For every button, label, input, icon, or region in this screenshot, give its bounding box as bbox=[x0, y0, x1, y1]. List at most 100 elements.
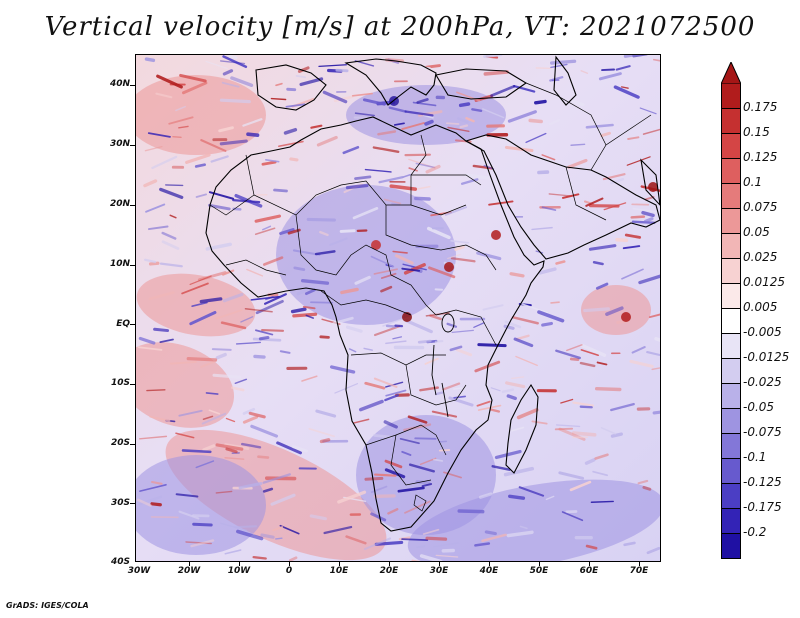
colorbar bbox=[721, 62, 741, 559]
velocity-streak bbox=[234, 378, 248, 385]
velocity-streak bbox=[477, 343, 507, 348]
velocity-streak bbox=[250, 295, 280, 301]
velocity-streak bbox=[425, 164, 441, 174]
velocity-streak bbox=[279, 524, 300, 535]
velocity-streak bbox=[590, 500, 614, 504]
velocity-streak bbox=[279, 350, 291, 354]
velocity-streak bbox=[579, 361, 596, 368]
velocity-streak bbox=[202, 415, 214, 420]
velocity-streak bbox=[270, 493, 296, 506]
velocity-streak bbox=[146, 389, 166, 392]
velocity-streak bbox=[392, 336, 402, 340]
velocity-streak bbox=[407, 415, 428, 424]
velocity-streak bbox=[482, 108, 505, 119]
velocity-streak bbox=[399, 437, 420, 445]
velocity-streak bbox=[594, 386, 622, 392]
madagascar-coastline bbox=[505, 383, 539, 474]
velocity-streak bbox=[148, 225, 169, 231]
velocity-streak bbox=[264, 293, 287, 305]
velocity-streak bbox=[518, 486, 545, 497]
velocity-streak bbox=[231, 386, 245, 392]
vertical-velocity-field bbox=[136, 55, 660, 561]
velocity-streak bbox=[195, 460, 215, 469]
velocity-streak bbox=[301, 375, 318, 382]
velocity-streak bbox=[646, 546, 660, 555]
velocity-streak bbox=[421, 483, 433, 488]
colorbar-label: -0.175 bbox=[743, 500, 782, 514]
velocity-streak bbox=[138, 495, 163, 506]
velocity-streak bbox=[181, 282, 209, 295]
velocity-streak bbox=[345, 325, 363, 333]
velocity-streak bbox=[192, 522, 213, 527]
colorbar-swatch bbox=[721, 459, 741, 484]
lakes bbox=[431, 313, 455, 418]
colorbar-label: 0.15 bbox=[743, 125, 770, 139]
velocity-streak bbox=[189, 275, 212, 286]
velocity-streak bbox=[448, 396, 474, 407]
velocity-streak bbox=[339, 229, 356, 233]
velocity-streak bbox=[509, 272, 525, 278]
velocity-streak bbox=[148, 291, 175, 301]
velocity-streak bbox=[202, 444, 216, 452]
velocity-streak bbox=[304, 288, 316, 296]
velocity-streak bbox=[149, 415, 171, 422]
velocity-streak bbox=[510, 376, 525, 380]
velocity-streak bbox=[534, 99, 547, 105]
velocity-streak bbox=[585, 544, 598, 550]
velocity-streak bbox=[147, 132, 171, 138]
velocity-streak bbox=[211, 348, 232, 351]
velocity-streak bbox=[627, 136, 640, 140]
velocity-streak bbox=[373, 377, 398, 388]
velocity-streak bbox=[222, 292, 244, 303]
velocity-streak bbox=[528, 118, 543, 124]
velocity-streak bbox=[153, 327, 170, 333]
velocity-streak bbox=[394, 254, 414, 265]
velocity-streak bbox=[506, 530, 534, 538]
colorbar-label: -0.05 bbox=[743, 400, 775, 414]
velocity-streak bbox=[652, 410, 660, 415]
intense-velocity-spot bbox=[444, 262, 454, 272]
velocity-streak bbox=[145, 203, 166, 213]
velocity-streak bbox=[314, 250, 336, 256]
velocity-streak bbox=[275, 82, 283, 87]
velocity-streak bbox=[474, 542, 491, 547]
map-plot[interactable] bbox=[135, 54, 661, 562]
colorbar-swatch bbox=[721, 409, 741, 434]
upward-motion-region bbox=[581, 285, 651, 335]
velocity-streak bbox=[385, 381, 404, 388]
velocity-streak bbox=[221, 269, 235, 276]
velocity-streak bbox=[293, 266, 306, 271]
velocity-streak bbox=[319, 335, 330, 339]
velocity-streak bbox=[600, 131, 611, 138]
velocity-streak bbox=[417, 339, 432, 344]
colorbar-label: -0.075 bbox=[743, 425, 782, 439]
velocity-streak bbox=[506, 394, 517, 401]
colorbar-label: -0.005 bbox=[743, 325, 782, 339]
velocity-streak bbox=[454, 245, 465, 251]
velocity-streak bbox=[433, 458, 444, 462]
velocity-streak bbox=[138, 435, 168, 440]
velocity-streak bbox=[560, 398, 574, 404]
velocity-streak bbox=[374, 540, 404, 546]
velocity-streak bbox=[218, 126, 234, 133]
india-coastline bbox=[640, 158, 660, 206]
velocity-streak bbox=[205, 60, 228, 70]
velocity-streak bbox=[545, 495, 555, 501]
velocity-streak bbox=[306, 217, 336, 222]
velocity-streak bbox=[242, 415, 259, 424]
velocity-streak bbox=[195, 193, 207, 198]
velocity-streak bbox=[447, 126, 470, 133]
colorbar-swatch bbox=[721, 159, 741, 184]
velocity-streak bbox=[600, 427, 616, 435]
lat-label-40n: 40N bbox=[109, 79, 130, 89]
velocity-streak bbox=[190, 539, 215, 548]
velocity-streak bbox=[292, 445, 308, 453]
velocity-streak bbox=[490, 85, 516, 97]
velocity-streak bbox=[554, 427, 574, 431]
velocity-streak bbox=[541, 154, 556, 161]
velocity-streak bbox=[580, 70, 589, 74]
velocity-streak bbox=[408, 463, 435, 473]
velocity-streak bbox=[319, 438, 331, 444]
velocity-streak bbox=[622, 245, 641, 250]
velocity-streak bbox=[246, 268, 264, 277]
